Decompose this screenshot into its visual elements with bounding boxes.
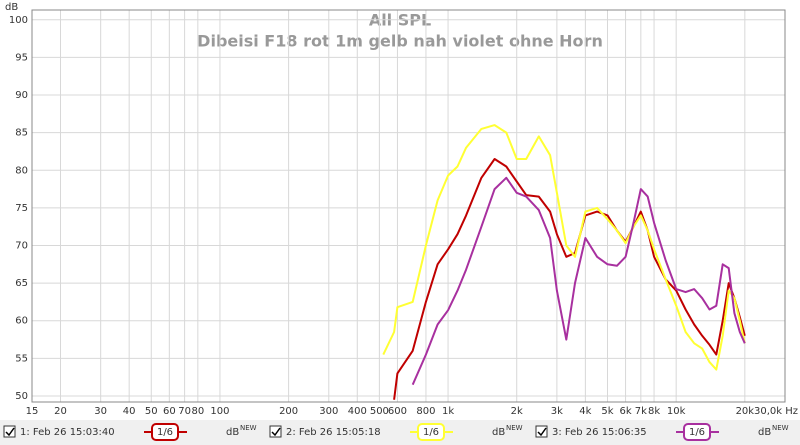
x-tick-label: 40 [123, 406, 136, 417]
x-tick-label: 6k [619, 406, 631, 417]
x-tick-label: 500 [370, 406, 389, 417]
y-tick-label: 65 [15, 278, 28, 289]
x-tick-label: 10k [667, 406, 686, 417]
x-tick-label: 60 [163, 406, 176, 417]
x-tick-label: 20 [54, 406, 67, 417]
legend-label: 3: Feb 26 15:06:35 [552, 427, 647, 438]
legend-unit: dB [492, 427, 505, 438]
legend-badge: NEW [240, 424, 257, 432]
plot-frame [31, 9, 786, 403]
legend-bar [0, 420, 800, 445]
x-tick-label: 7k [635, 406, 647, 417]
legend-badge: NEW [772, 424, 789, 432]
x-tick-label: 30 [94, 406, 107, 417]
legend-smoothing: 1/6 [423, 427, 439, 438]
series-line [382, 124, 746, 371]
x-tick-label: 300 [319, 406, 338, 417]
legend-checkbox [3, 425, 16, 438]
x-tick-label: 3k [551, 406, 563, 417]
y-tick-label: 95 [15, 52, 28, 63]
legend-smoothing: 1/6 [689, 427, 705, 438]
legend-item: 3: Feb 26 15:06:35 1/6 dB NEW [535, 423, 789, 441]
legend-item: 2: Feb 26 15:05:18 1/6 dB NEW [269, 423, 523, 441]
y-axis-label: dB [5, 2, 18, 13]
legend-check [271, 427, 281, 437]
y-tick-label: 90 [15, 90, 28, 101]
x-tick-label: 100 [210, 406, 229, 417]
x-tick-label: 5k [601, 406, 613, 417]
y-tick-label: 80 [15, 165, 28, 176]
y-tick-label: 55 [15, 353, 28, 364]
x-tick-label: 400 [348, 406, 367, 417]
x-tick-label: 15 [26, 406, 39, 417]
y-tick-label: 100 [9, 15, 28, 26]
x-tick-label: 4k [579, 406, 591, 417]
y-tick-label: 50 [15, 391, 28, 402]
legend-checkbox [535, 425, 548, 438]
x-tick-label: 30,0k Hz [754, 406, 798, 417]
x-tick-label: 200 [279, 406, 298, 417]
legend-smoothing-box [683, 423, 711, 441]
legend-checkbox [269, 425, 282, 438]
x-tick-label: 20k [736, 406, 755, 417]
legend-smoothing-box [417, 423, 445, 441]
x-tick-label: 70 [178, 406, 191, 417]
y-tick-label: 75 [15, 203, 28, 214]
legend-label: 1: Feb 26 15:03:40 [20, 427, 115, 438]
legend-label: 2: Feb 26 15:05:18 [286, 427, 381, 438]
x-tick-label: 600 [388, 406, 407, 417]
y-tick-label: 60 [15, 316, 28, 327]
legend-badge: NEW [506, 424, 523, 432]
legend-check [5, 427, 15, 437]
legend-smoothing-box [151, 423, 179, 441]
y-tick-label: 85 [15, 128, 28, 139]
x-tick-label: 2k [511, 406, 523, 417]
legend-unit: dB [758, 427, 771, 438]
y-tick-label: 70 [15, 241, 28, 252]
legend-item: 1: Feb 26 15:03:40 1/6 dB NEW [3, 423, 257, 441]
series-line [393, 158, 746, 400]
x-tick-label: 8k [648, 406, 660, 417]
x-tick-label: 50 [145, 406, 158, 417]
legend-check [537, 427, 547, 437]
chart-subtitle: Dibeisi F18 rot 1m gelb nah violet ohne … [197, 32, 603, 51]
legend-unit: dB [226, 427, 239, 438]
x-tick-label: 80 [191, 406, 204, 417]
legend-smoothing: 1/6 [157, 427, 173, 438]
x-tick-label: 800 [416, 406, 435, 417]
series-line [411, 176, 746, 386]
x-tick-label: 1k [442, 406, 454, 417]
